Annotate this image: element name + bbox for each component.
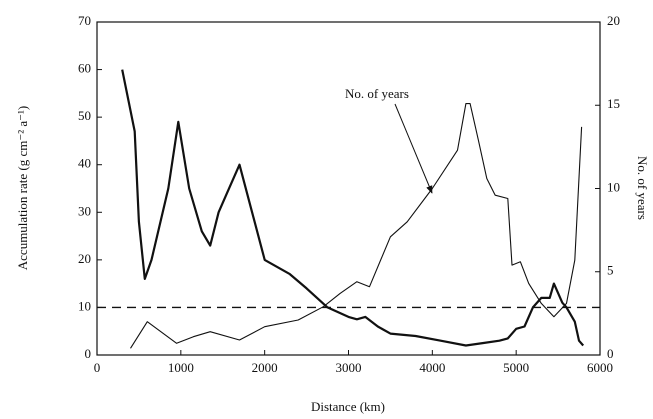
y2-tick-label: 10 [607,179,620,194]
x-tick-label: 1000 [168,360,194,375]
annotation: No. of years [345,86,409,101]
y-tick-label: 30 [78,203,91,218]
x-tick-label: 5000 [503,360,529,375]
x-tick-label: 4000 [419,360,445,375]
plot-frame [96,21,601,356]
y-tick-label: 0 [85,346,92,361]
y-tick-label: 40 [78,156,91,171]
x-tick-label: 0 [94,360,101,375]
data-line [130,103,583,349]
x-axis-label: Distance (km) [311,399,385,414]
y2-axis-label: No. of years [635,156,650,220]
y2-tick-label: 15 [607,96,620,111]
y2-tick-label: 5 [607,263,614,278]
y-tick-label: 60 [78,61,91,76]
y-tick-label: 10 [78,298,91,313]
x-tick-label: 2000 [252,360,278,375]
annotation-arrow [394,103,433,194]
y-tick-label: 70 [78,13,91,28]
data-line [121,69,585,347]
y2-tick-label: 20 [607,13,620,28]
y-tick-label: 50 [78,108,91,123]
y2-tick-label: 0 [607,346,614,361]
x-tick-label: 3000 [336,360,362,375]
y-tick-label: 20 [78,251,91,266]
y-axis-label: Accumulation rate (g cm⁻² a⁻¹) [15,106,30,270]
x-tick-label: 6000 [587,360,613,375]
